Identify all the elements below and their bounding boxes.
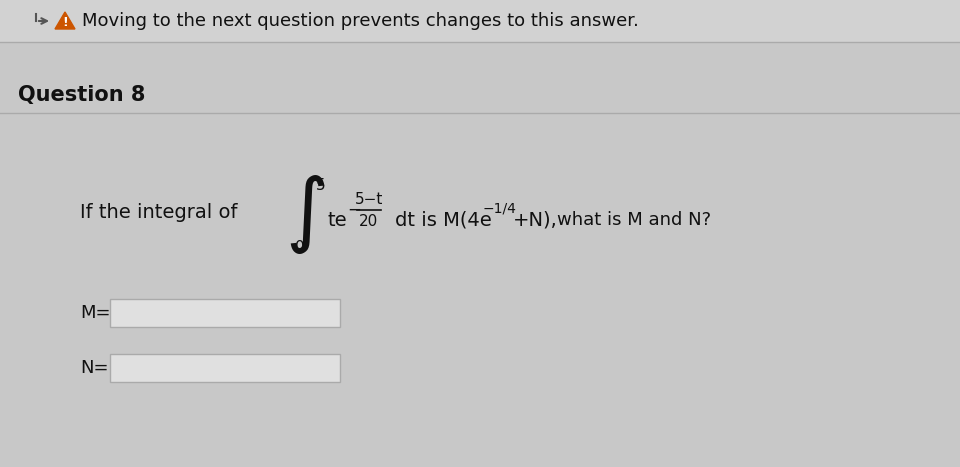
Polygon shape	[55, 12, 75, 29]
Text: what is M and N?: what is M and N?	[557, 211, 711, 229]
Text: te: te	[327, 211, 347, 229]
Text: $\int$: $\int$	[285, 174, 325, 256]
FancyBboxPatch shape	[110, 354, 340, 382]
Text: dt is M(4e: dt is M(4e	[395, 211, 492, 229]
Text: 0: 0	[295, 240, 305, 255]
Text: +N),: +N),	[513, 211, 558, 229]
Text: 5−t: 5−t	[355, 192, 383, 207]
FancyBboxPatch shape	[0, 0, 960, 42]
Text: −1/4: −1/4	[483, 201, 516, 215]
Text: 5: 5	[316, 177, 325, 192]
Text: Question 8: Question 8	[18, 85, 145, 105]
FancyBboxPatch shape	[110, 299, 340, 327]
Text: M=: M=	[80, 304, 110, 322]
Text: 20: 20	[359, 214, 378, 229]
Text: N=: N=	[80, 359, 108, 377]
Text: If the integral of: If the integral of	[80, 203, 237, 221]
Text: −: −	[347, 201, 361, 219]
Text: Moving to the next question prevents changes to this answer.: Moving to the next question prevents cha…	[82, 12, 638, 30]
Text: !: !	[62, 15, 68, 28]
